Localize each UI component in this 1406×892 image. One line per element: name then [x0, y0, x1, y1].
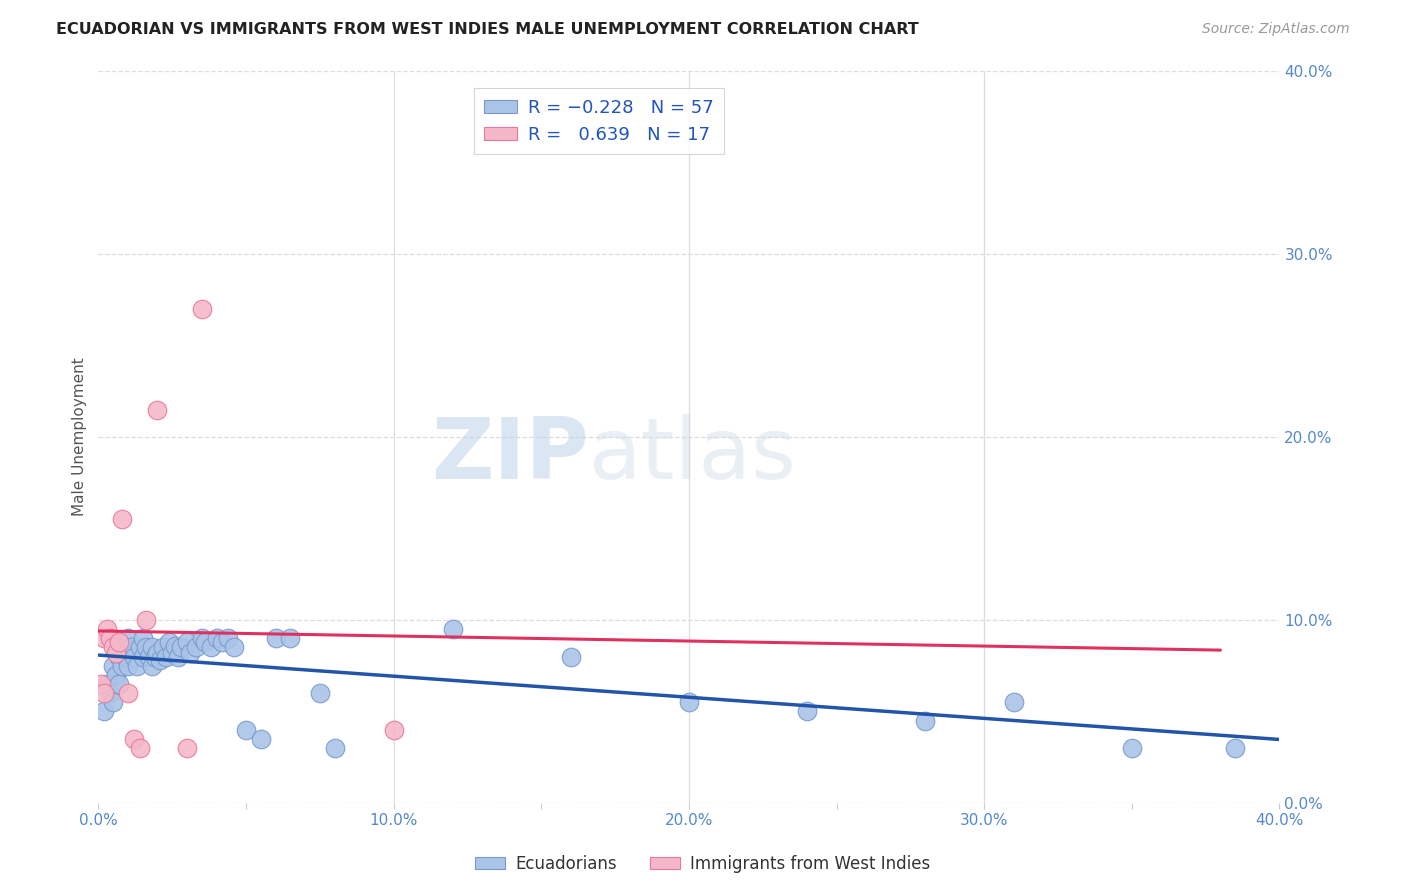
Point — [264, 632, 287, 646]
Point — [103, 658, 125, 673]
Point — [105, 667, 128, 681]
Y-axis label: Male Unemployment: Male Unemployment — [72, 358, 87, 516]
Point — [191, 632, 214, 646]
Point — [108, 677, 131, 691]
Point — [93, 686, 115, 700]
Point — [176, 635, 198, 649]
Point — [128, 740, 150, 755]
Point — [111, 512, 134, 526]
Point — [98, 686, 121, 700]
Point — [141, 640, 163, 655]
Point — [184, 640, 207, 655]
Point — [93, 705, 115, 719]
Point — [90, 677, 112, 691]
Point — [132, 632, 155, 646]
Point — [382, 723, 405, 737]
Legend: R = −0.228   N = 57, R =   0.639   N = 17: R = −0.228 N = 57, R = 0.639 N = 17 — [474, 87, 724, 154]
Point — [914, 714, 936, 728]
Point — [117, 686, 139, 700]
Point — [128, 640, 150, 655]
Point — [117, 632, 139, 646]
Point — [146, 402, 169, 417]
Point — [146, 646, 169, 660]
Point — [179, 646, 201, 660]
Point — [217, 632, 239, 646]
Point — [194, 635, 217, 649]
Point — [1002, 695, 1025, 709]
Text: Source: ZipAtlas.com: Source: ZipAtlas.com — [1202, 22, 1350, 37]
Point — [309, 686, 332, 700]
Point — [441, 622, 464, 636]
Point — [96, 622, 118, 636]
Point — [103, 640, 125, 655]
Point — [132, 649, 155, 664]
Point — [278, 632, 302, 646]
Point — [165, 639, 187, 653]
Point — [1223, 740, 1246, 755]
Point — [138, 649, 160, 664]
Point — [143, 649, 166, 664]
Point — [125, 658, 148, 673]
Point — [157, 635, 180, 649]
Point — [111, 640, 134, 655]
Point — [122, 649, 145, 664]
Point — [796, 705, 818, 719]
Point — [93, 632, 115, 646]
Point — [200, 640, 222, 655]
Point — [678, 695, 700, 709]
Point — [167, 649, 190, 664]
Point — [105, 646, 128, 660]
Point — [170, 640, 193, 655]
Point — [135, 613, 157, 627]
Point — [103, 695, 125, 709]
Point — [141, 658, 163, 673]
Point — [98, 632, 121, 646]
Point — [111, 658, 134, 673]
Point — [560, 649, 582, 664]
Point — [224, 640, 246, 655]
Text: ZIP: ZIP — [430, 414, 589, 497]
Point — [323, 740, 346, 755]
Point — [152, 640, 174, 655]
Point — [108, 635, 131, 649]
Point — [122, 731, 145, 746]
Point — [117, 658, 139, 673]
Point — [162, 646, 183, 660]
Legend: Ecuadorians, Immigrants from West Indies: Ecuadorians, Immigrants from West Indies — [468, 848, 938, 880]
Point — [155, 649, 177, 664]
Point — [235, 723, 257, 737]
Point — [176, 740, 198, 755]
Point — [250, 731, 273, 746]
Point — [149, 653, 172, 667]
Point — [108, 649, 131, 664]
Text: ECUADORIAN VS IMMIGRANTS FROM WEST INDIES MALE UNEMPLOYMENT CORRELATION CHART: ECUADORIAN VS IMMIGRANTS FROM WEST INDIE… — [56, 22, 920, 37]
Point — [120, 640, 142, 655]
Point — [211, 635, 233, 649]
Point — [1121, 740, 1143, 755]
Point — [135, 640, 157, 655]
Point — [205, 632, 228, 646]
Text: atlas: atlas — [589, 414, 797, 497]
Point — [114, 649, 136, 664]
Point — [96, 677, 118, 691]
Point — [191, 301, 214, 317]
